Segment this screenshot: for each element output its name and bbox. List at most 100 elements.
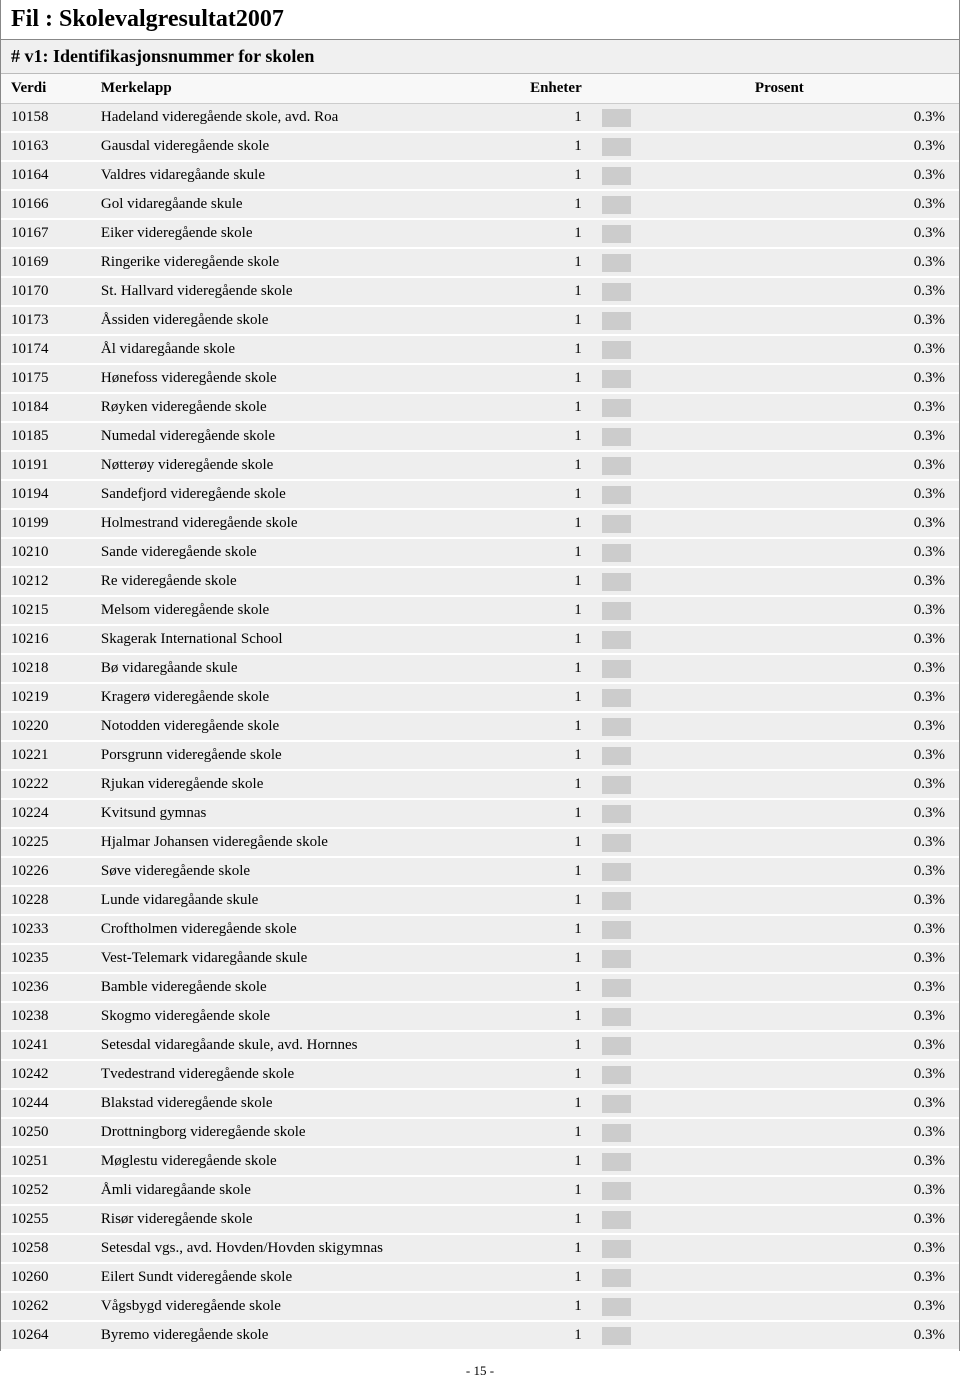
bar-fill [602, 921, 631, 939]
cell-pct: 0.3% [899, 1321, 959, 1350]
bar-track [602, 225, 893, 243]
cell-bar [600, 857, 899, 886]
bar-fill [602, 1182, 631, 1200]
bar-track [602, 283, 893, 301]
cell-verdi: 10252 [1, 1176, 91, 1205]
cell-bar [600, 393, 899, 422]
cell-enheter: 1 [520, 306, 600, 335]
bar-fill [602, 776, 631, 794]
table-row: 10264Byremo videregående skole10.3% [1, 1321, 959, 1350]
bar-track [602, 834, 893, 852]
cell-pct: 0.3% [899, 1060, 959, 1089]
cell-pct: 0.3% [899, 190, 959, 219]
cell-merkelapp: Søve videregående skole [91, 857, 520, 886]
cell-pct: 0.3% [899, 567, 959, 596]
bar-track [602, 573, 893, 591]
cell-bar [600, 1292, 899, 1321]
bar-fill [602, 1037, 631, 1055]
table-row: 10175Hønefoss videregående skole10.3% [1, 364, 959, 393]
cell-bar [600, 596, 899, 625]
cell-bar [600, 1060, 899, 1089]
bar-fill [602, 1066, 631, 1084]
page-number: - 15 - [466, 1363, 494, 1378]
cell-verdi: 10194 [1, 480, 91, 509]
cell-merkelapp: Rjukan videregående skole [91, 770, 520, 799]
cell-merkelapp: Croftholmen videregående skole [91, 915, 520, 944]
cell-verdi: 10238 [1, 1002, 91, 1031]
cell-enheter: 1 [520, 422, 600, 451]
cell-verdi: 10170 [1, 277, 91, 306]
cell-pct: 0.3% [899, 1089, 959, 1118]
bar-fill [602, 225, 631, 243]
bar-fill [602, 341, 631, 359]
cell-merkelapp: Hadeland videregående skole, avd. Roa [91, 104, 520, 133]
cell-verdi: 10210 [1, 538, 91, 567]
cell-verdi: 10166 [1, 190, 91, 219]
cell-bar [600, 1118, 899, 1147]
table-row: 10167Eiker videregående skole10.3% [1, 219, 959, 248]
cell-pct: 0.3% [899, 944, 959, 973]
bar-fill [602, 196, 631, 214]
table-row: 10238Skogmo videregående skole10.3% [1, 1002, 959, 1031]
cell-verdi: 10244 [1, 1089, 91, 1118]
cell-merkelapp: Kragerø videregående skole [91, 683, 520, 712]
table-row: 10236Bamble videregående skole10.3% [1, 973, 959, 1002]
cell-bar [600, 712, 899, 741]
cell-merkelapp: Møglestu videregående skole [91, 1147, 520, 1176]
bar-fill [602, 283, 631, 301]
cell-pct: 0.3% [899, 219, 959, 248]
cell-verdi: 10241 [1, 1031, 91, 1060]
cell-pct: 0.3% [899, 1147, 959, 1176]
bar-track [602, 1298, 893, 1316]
cell-pct: 0.3% [899, 741, 959, 770]
cell-verdi: 10215 [1, 596, 91, 625]
bar-fill [602, 457, 631, 475]
cell-verdi: 10220 [1, 712, 91, 741]
cell-merkelapp: Setesdal vidaregåande skule, avd. Hornne… [91, 1031, 520, 1060]
table-row: 10210Sande videregående skole10.3% [1, 538, 959, 567]
table-row: 10260Eilert Sundt videregående skole10.3… [1, 1263, 959, 1292]
bar-track [602, 921, 893, 939]
bar-fill [602, 1240, 631, 1258]
cell-bar [600, 1234, 899, 1263]
bar-fill [602, 979, 631, 997]
cell-enheter: 1 [520, 132, 600, 161]
cell-bar [600, 1176, 899, 1205]
cell-enheter: 1 [520, 364, 600, 393]
cell-verdi: 10251 [1, 1147, 91, 1176]
cell-pct: 0.3% [899, 1234, 959, 1263]
cell-bar [600, 828, 899, 857]
cell-pct: 0.3% [899, 161, 959, 190]
cell-bar [600, 277, 899, 306]
page-footer: - 15 - [0, 1351, 960, 1387]
cell-bar [600, 219, 899, 248]
table-row: 10221Porsgrunn videregående skole10.3% [1, 741, 959, 770]
cell-enheter: 1 [520, 799, 600, 828]
cell-enheter: 1 [520, 886, 600, 915]
bar-track [602, 167, 893, 185]
bar-track [602, 979, 893, 997]
bar-fill [602, 515, 631, 533]
bar-fill [602, 312, 631, 330]
page-container: Fil : Skolevalgresultat2007 # v1: Identi… [0, 0, 960, 1351]
cell-bar [600, 654, 899, 683]
bar-track [602, 1037, 893, 1055]
cell-enheter: 1 [520, 857, 600, 886]
table-row: 10215Melsom videregående skole10.3% [1, 596, 959, 625]
cell-pct: 0.3% [899, 886, 959, 915]
bar-track [602, 1008, 893, 1026]
cell-merkelapp: Drottningborg videregående skole [91, 1118, 520, 1147]
cell-enheter: 1 [520, 1263, 600, 1292]
cell-bar [600, 190, 899, 219]
variable-title: # v1: Identifikasjonsnummer for skolen [11, 46, 949, 67]
table-row: 10244Blakstad videregående skole10.3% [1, 1089, 959, 1118]
bar-fill [602, 747, 631, 765]
cell-verdi: 10218 [1, 654, 91, 683]
header-row: Verdi Merkelapp Enheter Prosent [1, 74, 959, 104]
bar-track [602, 428, 893, 446]
table-row: 10225Hjalmar Johansen videregående skole… [1, 828, 959, 857]
cell-bar [600, 248, 899, 277]
cell-verdi: 10169 [1, 248, 91, 277]
cell-merkelapp: Re videregående skole [91, 567, 520, 596]
table-row: 10158Hadeland videregående skole, avd. R… [1, 104, 959, 133]
